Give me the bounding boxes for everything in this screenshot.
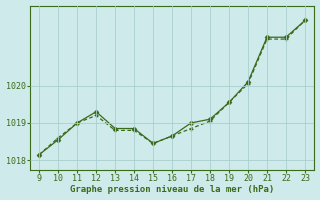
X-axis label: Graphe pression niveau de la mer (hPa): Graphe pression niveau de la mer (hPa) (70, 185, 274, 194)
